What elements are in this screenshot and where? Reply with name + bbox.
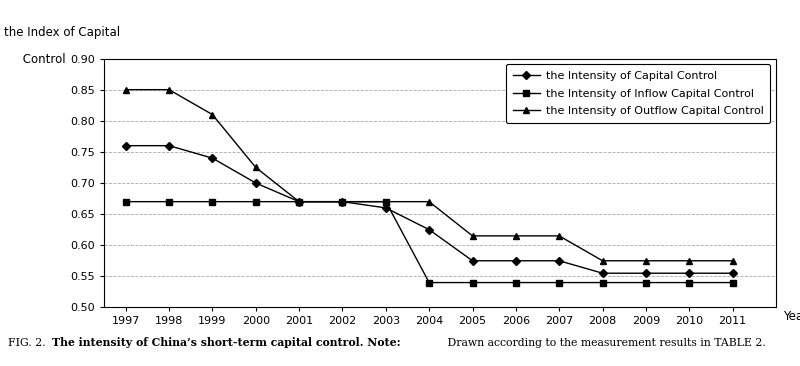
the Intensity of Outflow Capital Control — [381, 199, 390, 204]
the Intensity of Inflow Capital Control — [381, 199, 390, 204]
the Intensity of Inflow Capital Control — [468, 280, 478, 285]
the Intensity of Outflow Capital Control — [641, 259, 650, 263]
the Intensity of Outflow Capital Control — [164, 87, 174, 92]
the Intensity of Capital Control — [598, 271, 607, 275]
the Intensity of Capital Control — [121, 143, 130, 148]
the Intensity of Outflow Capital Control — [424, 199, 434, 204]
Text: FIG. 2.: FIG. 2. — [8, 338, 49, 348]
the Intensity of Inflow Capital Control — [207, 199, 217, 204]
the Intensity of Inflow Capital Control — [641, 280, 650, 285]
the Intensity of Outflow Capital Control — [121, 87, 130, 92]
the Intensity of Capital Control — [728, 271, 738, 275]
the Intensity of Capital Control — [164, 143, 174, 148]
Text: The intensity of China’s short-term capital control. Note:: The intensity of China’s short-term capi… — [52, 337, 401, 348]
the Intensity of Capital Control — [641, 271, 650, 275]
the Intensity of Capital Control — [468, 259, 478, 263]
Legend: the Intensity of Capital Control, the Intensity of Inflow Capital Control, the I: the Intensity of Capital Control, the In… — [506, 64, 770, 123]
the Intensity of Capital Control — [338, 199, 347, 204]
the Intensity of Inflow Capital Control — [294, 199, 304, 204]
Line: the Intensity of Outflow Capital Control: the Intensity of Outflow Capital Control — [122, 86, 736, 264]
the Intensity of Capital Control — [381, 206, 390, 210]
the Intensity of Inflow Capital Control — [728, 280, 738, 285]
the Intensity of Capital Control — [685, 271, 694, 275]
the Intensity of Capital Control — [511, 259, 521, 263]
the Intensity of Outflow Capital Control — [511, 234, 521, 238]
the Intensity of Inflow Capital Control — [554, 280, 564, 285]
the Intensity of Outflow Capital Control — [294, 199, 304, 204]
the Intensity of Outflow Capital Control — [728, 259, 738, 263]
Line: the Intensity of Inflow Capital Control: the Intensity of Inflow Capital Control — [122, 198, 736, 286]
the Intensity of Capital Control — [554, 259, 564, 263]
the Intensity of Capital Control — [424, 227, 434, 232]
the Intensity of Inflow Capital Control — [598, 280, 607, 285]
the Intensity of Inflow Capital Control — [164, 199, 174, 204]
the Intensity of Inflow Capital Control — [685, 280, 694, 285]
the Intensity of Capital Control — [251, 181, 261, 185]
the Intensity of Inflow Capital Control — [424, 280, 434, 285]
the Intensity of Capital Control — [207, 156, 217, 160]
the Intensity of Outflow Capital Control — [598, 259, 607, 263]
Text: the Index of Capital: the Index of Capital — [4, 26, 120, 39]
the Intensity of Outflow Capital Control — [468, 234, 478, 238]
Text: Year: Year — [782, 310, 800, 323]
the Intensity of Outflow Capital Control — [685, 259, 694, 263]
the Intensity of Inflow Capital Control — [338, 199, 347, 204]
Text: Drawn according to the measurement results in TABLE 2.: Drawn according to the measurement resul… — [444, 338, 766, 348]
the Intensity of Inflow Capital Control — [251, 199, 261, 204]
the Intensity of Outflow Capital Control — [207, 112, 217, 117]
the Intensity of Inflow Capital Control — [511, 280, 521, 285]
the Intensity of Capital Control — [294, 199, 304, 204]
the Intensity of Outflow Capital Control — [554, 234, 564, 238]
Line: the Intensity of Capital Control: the Intensity of Capital Control — [122, 142, 736, 276]
the Intensity of Outflow Capital Control — [338, 199, 347, 204]
Text: Control: Control — [4, 53, 66, 66]
the Intensity of Inflow Capital Control — [121, 199, 130, 204]
the Intensity of Outflow Capital Control — [251, 165, 261, 170]
